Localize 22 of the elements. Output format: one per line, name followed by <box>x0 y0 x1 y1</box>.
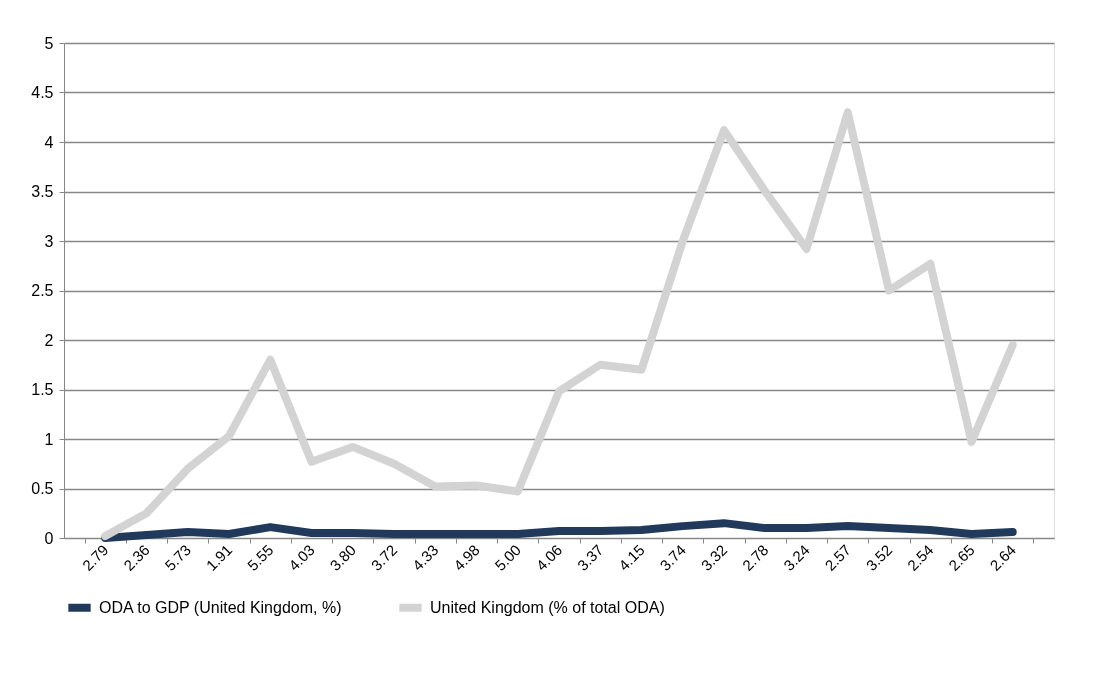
y-tick-label: 1 <box>44 430 54 448</box>
x-tick-label: 4.33 <box>408 541 442 574</box>
x-tick-label: 4.06 <box>532 541 566 574</box>
y-tick-label: 0.5 <box>31 480 54 497</box>
y-tick-label: 1.5 <box>31 381 54 398</box>
legend-label: ODA to GDP (United Kingdom, %) <box>99 598 342 616</box>
legend-label: United Kingdom (% of total ODA) <box>430 598 665 616</box>
y-tick-label: 4 <box>44 133 54 151</box>
y-tick-label: 3 <box>44 232 54 250</box>
x-tick-label: 4.98 <box>449 541 483 574</box>
x-tick-label: 3.32 <box>697 541 731 574</box>
x-tick-label: 4.03 <box>284 541 318 574</box>
x-tick-label: 1.91 <box>202 541 236 574</box>
x-tick-label: 4.15 <box>614 541 648 574</box>
y-tick-label: 5 <box>44 34 54 52</box>
x-tick-label: 3.52 <box>862 541 896 574</box>
y-tick-label: 0 <box>44 529 54 547</box>
x-tick-label: 3.72 <box>367 541 401 574</box>
y-tick-label: 3.5 <box>31 183 54 200</box>
y-tick-label: 4.5 <box>31 84 54 101</box>
y-tick-label: 2.5 <box>31 282 54 299</box>
y-tick-label: 2 <box>44 331 54 349</box>
